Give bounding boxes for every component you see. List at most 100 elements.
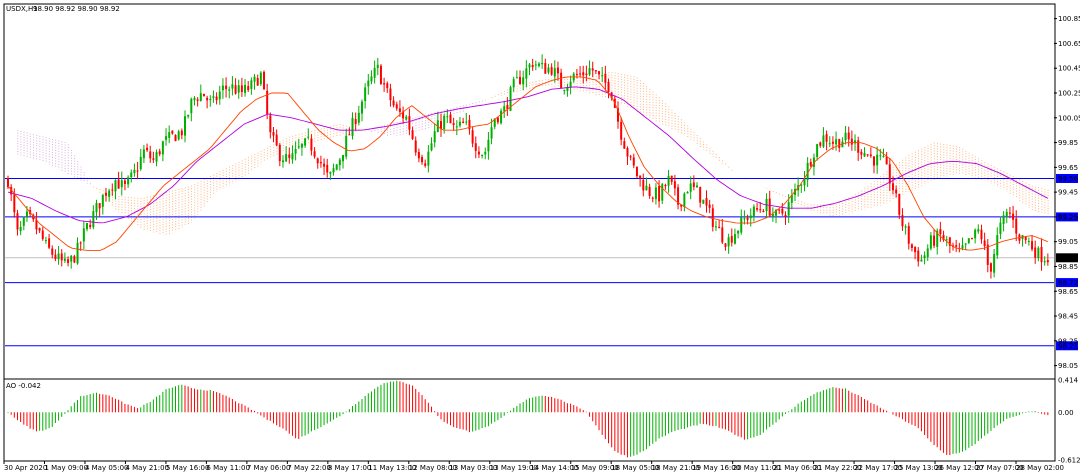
bear-candle [942,235,945,241]
bear-candle [895,189,898,194]
bull-candle [1027,240,1030,242]
bull-candle [446,116,449,118]
bull-candle [351,117,354,136]
bull-candle [752,206,755,218]
bear-candle [48,238,51,248]
bear-candle [395,104,398,109]
bear-candle [136,170,139,172]
bear-candle [677,187,680,205]
bear-candle [635,166,638,177]
bull-candle [844,132,847,141]
bull-candle [76,242,79,264]
bull-candle [342,154,345,162]
bull-candle [108,190,111,197]
bull-candle [120,180,123,188]
time-tick-label: 14 May 14:00 [530,464,578,472]
bull-candle [696,185,699,188]
bull-candle [465,121,468,123]
bull-candle [82,228,85,242]
bear-candle [288,154,291,158]
bull-candle [503,106,506,112]
horizontal-levels: 99.56 99.25 98.72 98.21 98.92 [5,173,1079,351]
bear-candle [632,157,635,166]
price-tick-label: 100.45 [1058,65,1080,73]
bull-candle [487,139,490,152]
bear-candle [16,213,19,230]
bull-candle [304,138,307,146]
bull-candle [812,157,815,167]
bull-candle [177,131,180,140]
bull-candle [57,253,60,260]
bull-candle [806,162,809,181]
bear-candle [907,226,910,244]
bear-candle [149,151,152,159]
bear-candle [869,154,872,157]
bear-candle [809,162,812,166]
bull-candle [187,115,190,117]
bear-candle [7,178,9,188]
bull-candle [512,79,515,88]
bull-candle [740,217,743,233]
bull-candle [19,226,22,232]
bear-candle [1031,241,1034,250]
bull-candle [370,76,373,82]
price-tick-label: 98.85 [1058,263,1078,271]
bull-candle [433,131,436,143]
bull-candle [291,153,294,160]
bull-candle [686,192,689,194]
bull-candle [661,184,664,201]
bull-candle [566,86,569,92]
price-tick-label: 98.05 [1058,362,1078,370]
bull-candle [443,115,446,129]
bull-candle [364,87,367,101]
bear-candle [721,227,724,243]
current-price-text: 98.92 [1058,254,1078,262]
bear-candle [471,130,474,144]
bull-candle [929,235,932,249]
bear-candle [642,179,645,191]
bull-candle [964,243,967,245]
bull-candle [44,239,47,241]
bull-candle [484,151,487,155]
bull-candle [218,91,221,100]
bull-candle [822,135,825,147]
price-tick-label: 100.25 [1058,89,1080,97]
bear-candle [468,119,471,130]
bear-candle [123,180,126,184]
bull-candle [101,194,104,207]
bear-candle [718,226,721,229]
bull-candle [212,96,215,98]
time-tick-label: 30 Apr 2020 [4,464,47,472]
bear-candle [604,73,607,83]
bull-candle [771,213,774,217]
bear-candle [708,204,711,208]
bull-candle [427,151,430,166]
bull-candle [800,184,803,186]
bull-candle [285,154,288,162]
price-axis: 100.85 100.65 100.45 100.25 100.05 99.85 99.65… [1054,15,1080,465]
price-tick-label: 98.45 [1058,313,1078,321]
bear-candle [670,175,673,182]
bear-candle [598,71,601,75]
bear-candle [651,197,654,199]
bear-candle [272,132,275,136]
bear-candle [914,247,917,253]
bull-candle [667,175,670,186]
bear-candle [408,116,411,130]
bull-candle [835,139,838,145]
bear-candle [591,68,594,71]
bull-candle [828,143,831,145]
time-tick-label: 12 May 08:00 [409,464,457,472]
bear-candle [269,115,272,133]
bear-candle [13,194,16,213]
bear-candle [866,154,869,156]
bear-candle [234,85,237,94]
candlestick-series [7,54,1049,279]
bear-candle [847,132,850,140]
bear-candle [424,163,427,166]
level-tag-text-98.21: 98.21 [1058,342,1078,350]
bull-candle [244,84,247,93]
bull-candle [967,238,970,243]
